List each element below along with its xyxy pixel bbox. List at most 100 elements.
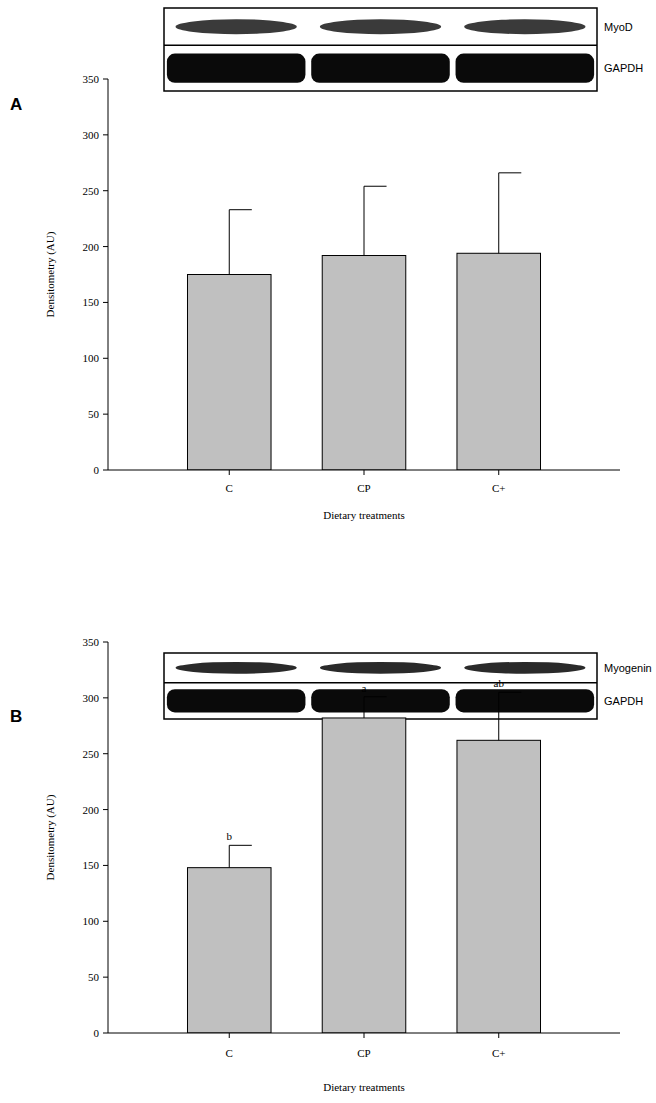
y-tick	[103, 865, 108, 866]
panel-label: B	[10, 707, 22, 726]
y-tick-label: 50	[88, 408, 100, 420]
y-axis-label: Densitometry (AU)	[44, 794, 57, 880]
y-tick-label: 100	[83, 352, 100, 364]
y-tick	[103, 134, 108, 135]
error-line	[364, 186, 365, 255]
x-tick	[229, 470, 230, 475]
y-tick	[103, 809, 108, 810]
blot-band	[167, 54, 306, 83]
y-tick	[103, 79, 108, 80]
y-tick-label: 0	[94, 464, 100, 476]
y-tick-label: 200	[83, 241, 100, 253]
y-tick-label: 200	[83, 804, 100, 816]
x-tick-label: C	[226, 482, 233, 494]
annotation: ab	[494, 677, 505, 689]
error-bar	[364, 697, 387, 718]
x-axis-label: Dietary treatments	[323, 1081, 405, 1093]
y-tick-label: 0	[94, 1027, 100, 1039]
bar	[187, 868, 271, 1033]
y-tick-label: 300	[83, 129, 100, 141]
y-tick	[103, 697, 108, 698]
panel-label: A	[10, 95, 22, 114]
y-tick	[103, 921, 108, 922]
blot-label: GAPDH	[604, 62, 643, 74]
bars	[187, 173, 540, 470]
error-cap	[364, 696, 387, 697]
western-blot: MyoD GAPDH	[164, 8, 643, 91]
western-blot: Myogenin GAPDH	[164, 653, 652, 719]
annotation: b	[227, 830, 233, 842]
error-bar	[499, 173, 522, 253]
x-tick	[229, 1033, 230, 1038]
blot-band	[311, 54, 450, 83]
y-tick	[103, 414, 108, 415]
figure: MyoD GAPDH A 0 50 100 150 200 250 300 350 C CP C+ Diet…	[0, 0, 656, 1103]
panel: MyoD GAPDH A 0 50 100 150 200 250 300 350 C CP C+ Diet…	[10, 8, 643, 521]
bar	[322, 718, 406, 1033]
bar	[457, 253, 541, 470]
error-cap	[229, 845, 252, 846]
x-tick	[498, 1033, 499, 1038]
blot-label: GAPDH	[604, 695, 643, 707]
blot-band	[320, 19, 441, 34]
y-tick	[103, 753, 108, 754]
blot-band	[311, 689, 450, 712]
bar	[457, 740, 541, 1033]
y-tick-label: 150	[83, 296, 100, 308]
error-cap	[229, 209, 252, 210]
blot-frame	[164, 8, 597, 91]
y-tick-label: 250	[83, 185, 100, 197]
bar	[322, 256, 406, 470]
blot-band	[176, 662, 297, 674]
y-axis-label: Densitometry (AU)	[44, 231, 57, 317]
y-tick	[103, 642, 108, 643]
error-line	[229, 210, 230, 275]
y-tick	[103, 1033, 108, 1034]
x-tick	[498, 470, 499, 475]
y-tick-label: 350	[83, 636, 100, 648]
blot-band	[456, 689, 595, 712]
blot-divider	[164, 45, 597, 47]
blot-band	[456, 54, 595, 83]
x-tick-label: C+	[492, 1047, 506, 1059]
y-tick-label: 250	[83, 748, 100, 760]
error-line	[229, 845, 230, 867]
blot-band	[320, 662, 441, 674]
y-tick	[103, 190, 108, 191]
x-tick	[364, 470, 365, 475]
y-tick	[103, 977, 108, 978]
blot-band	[167, 689, 306, 712]
y-tick-label: 150	[83, 859, 100, 871]
blot-band	[464, 662, 585, 674]
error-line	[498, 692, 499, 740]
error-cap	[499, 692, 522, 693]
y-axis	[108, 79, 109, 470]
x-tick-label: C	[226, 1047, 233, 1059]
blot-label: Myogenin	[604, 662, 652, 674]
x-tick-label: CP	[357, 1047, 370, 1059]
y-axis	[108, 642, 109, 1033]
x-tick	[364, 1033, 365, 1038]
blot-frame	[164, 653, 597, 719]
annotation: a	[362, 682, 367, 694]
blot-divider	[164, 682, 597, 684]
error-bar	[364, 186, 387, 255]
error-line	[364, 697, 365, 718]
y-tick-label: 350	[83, 73, 100, 85]
y-tick-label: 100	[83, 915, 100, 927]
x-axis-label: Dietary treatments	[323, 509, 405, 521]
x-tick-label: C+	[492, 482, 506, 494]
blot-band	[464, 19, 585, 34]
error-bar	[499, 692, 522, 740]
error-bar	[229, 845, 252, 867]
error-line	[498, 173, 499, 253]
blot-band	[176, 19, 297, 34]
error-cap	[364, 186, 387, 187]
error-bar	[229, 210, 252, 275]
y-tick	[103, 358, 108, 359]
y-tick-label: 300	[83, 692, 100, 704]
bars	[187, 692, 540, 1033]
blot-label: MyoD	[604, 21, 633, 33]
x-tick-label: CP	[357, 482, 370, 494]
error-cap	[499, 172, 522, 173]
